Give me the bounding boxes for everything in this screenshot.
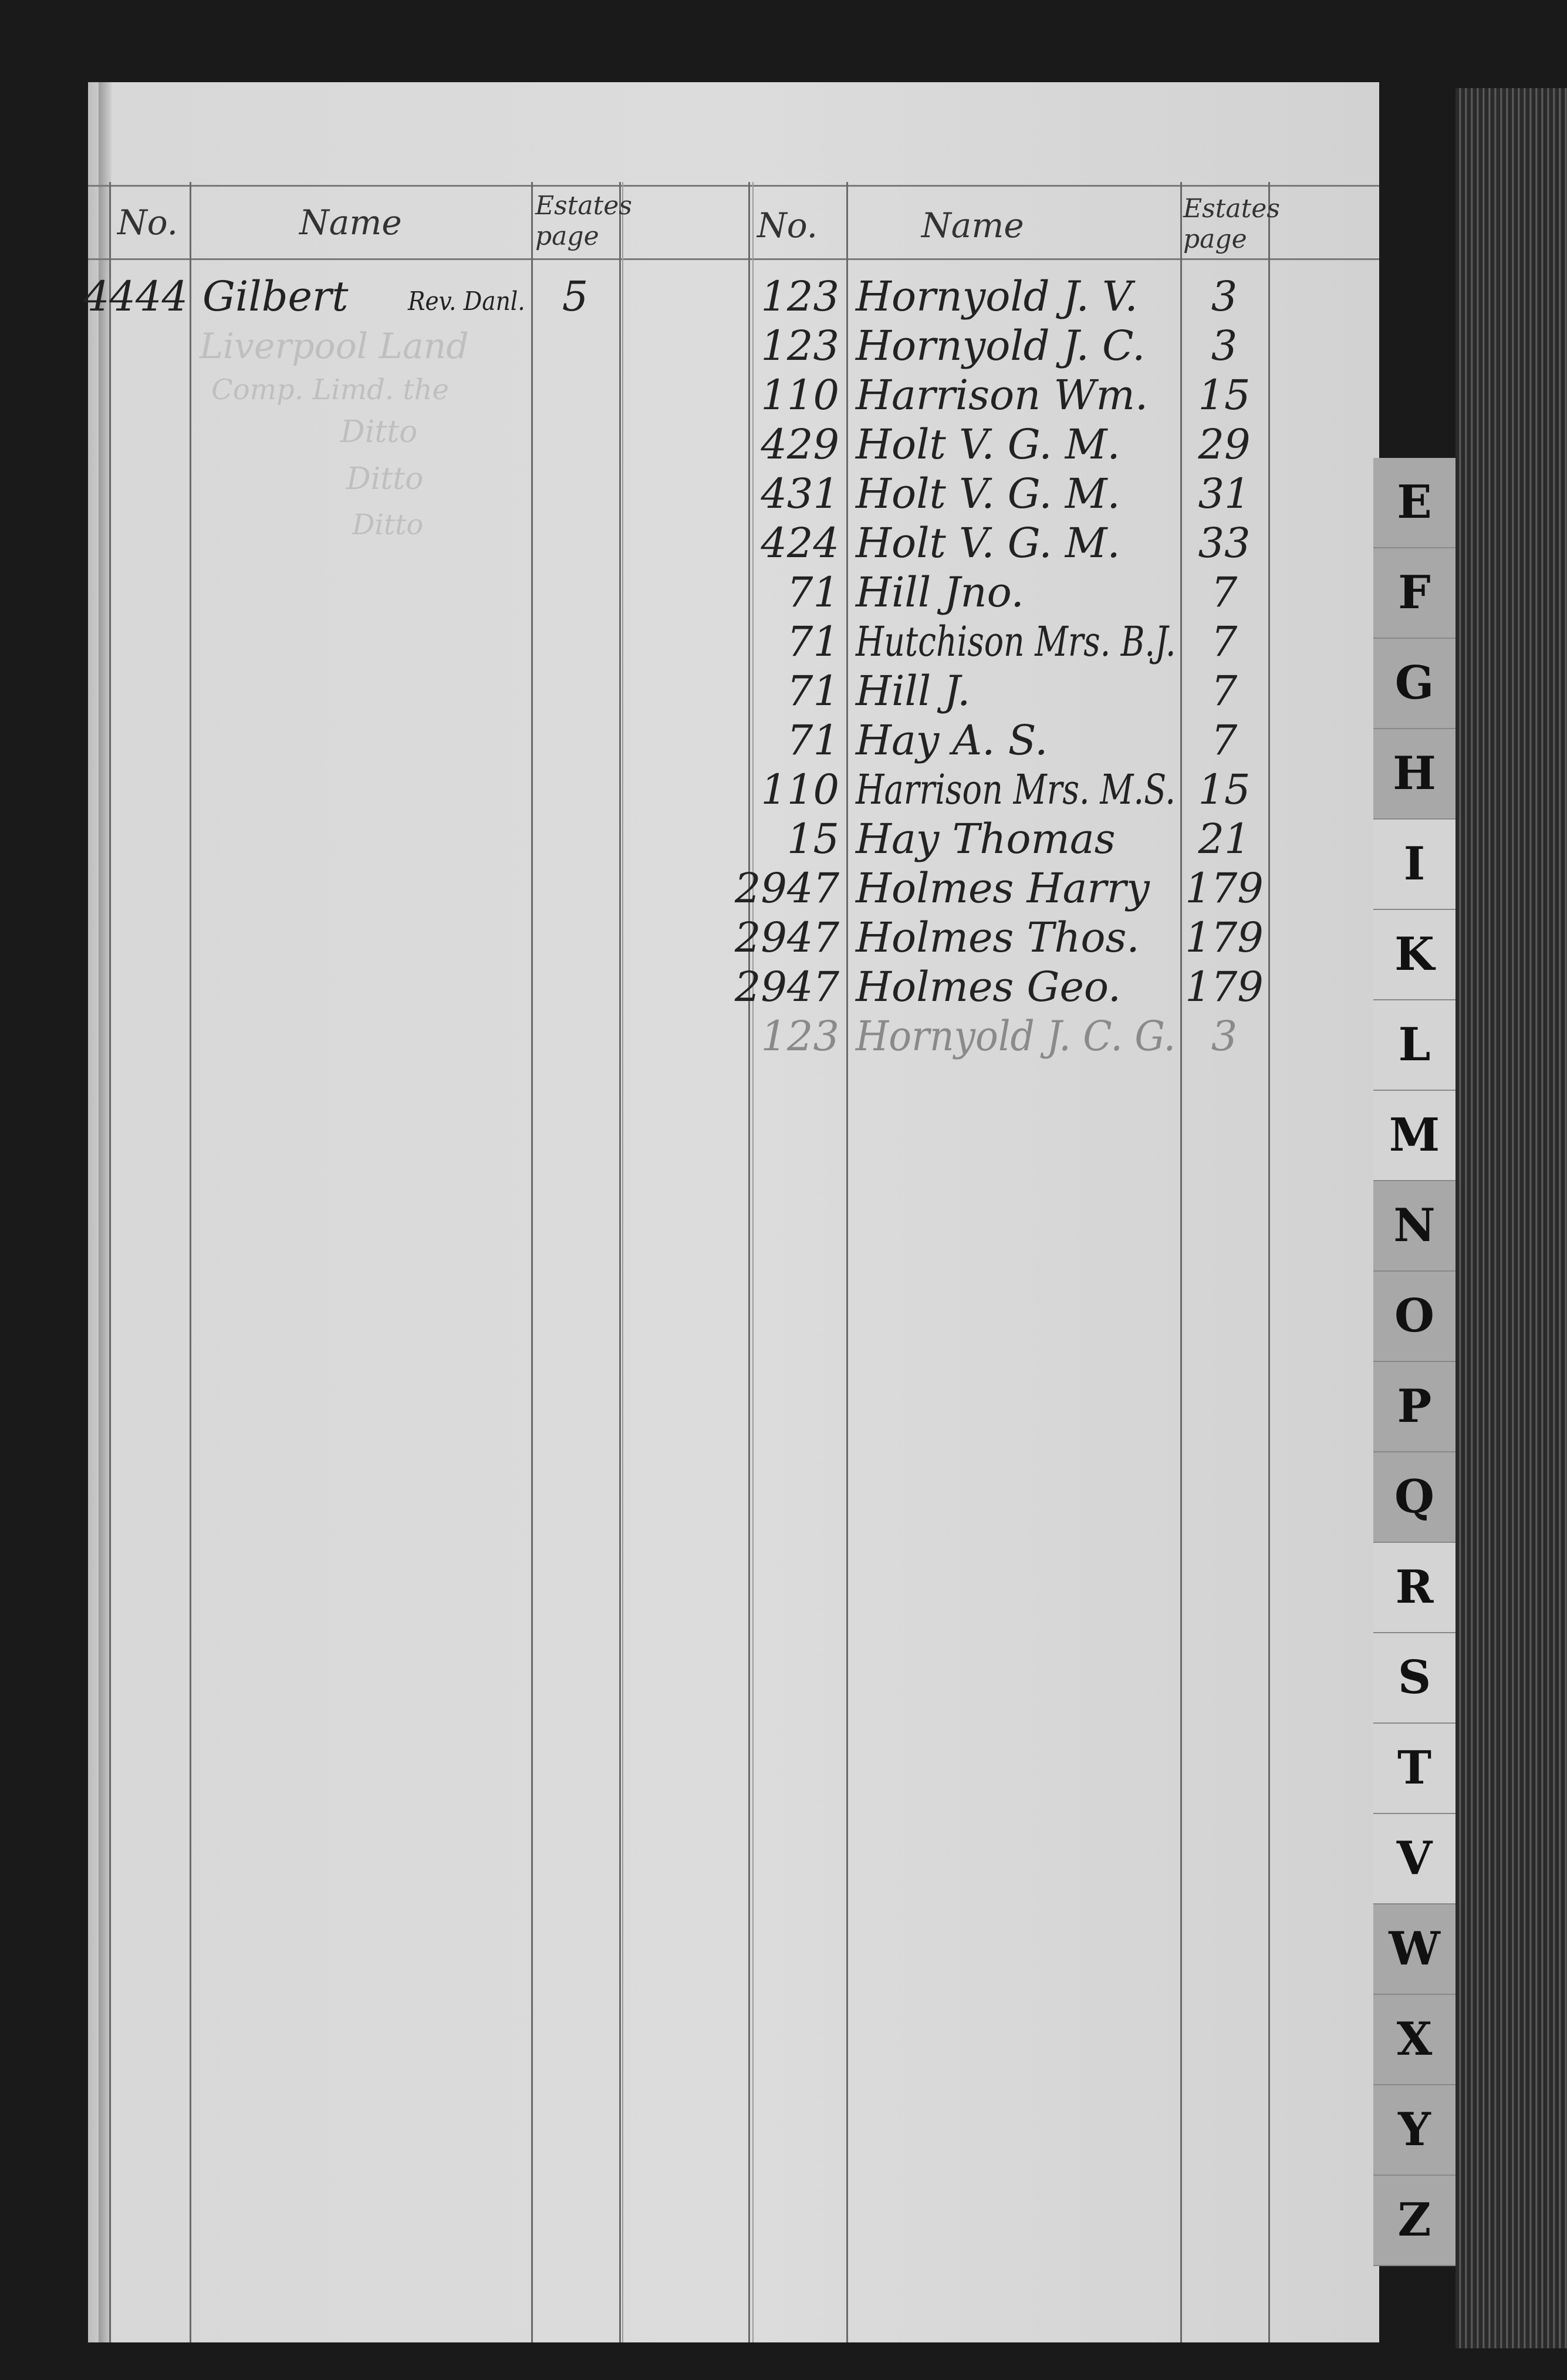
bleed-through-text: Ditto <box>346 461 424 497</box>
entry-no: 2947 <box>734 864 839 912</box>
index-tab-s[interactable]: S <box>1373 1633 1455 1724</box>
column-rule <box>748 182 750 2342</box>
entry-name: Holt V. G. M. <box>856 470 1120 518</box>
entry-name: Holt V. G. M. <box>856 519 1120 567</box>
index-tab-w[interactable]: W <box>1373 1904 1455 1995</box>
entry-no: 424 <box>761 519 839 567</box>
entry-name: Hornyold J. C. G. <box>856 1012 1176 1060</box>
index-tab-h[interactable]: H <box>1373 729 1455 820</box>
column-rule <box>846 182 848 2342</box>
index-tab-e[interactable]: E <box>1373 458 1455 548</box>
column-rule <box>1180 182 1182 2342</box>
entry-no: 71 <box>786 667 839 715</box>
header-bottom-rule <box>88 258 1379 260</box>
entry-no: 110 <box>761 766 839 814</box>
entry-no: 429 <box>761 420 839 468</box>
left-entry-name: Gilbert <box>202 272 349 321</box>
left-entry-no: 4444 <box>83 272 188 321</box>
entry-name: Holmes Thos. <box>856 913 1140 962</box>
index-tab-t[interactable]: T <box>1373 1724 1455 1814</box>
entry-estates-page: 15 <box>1198 371 1251 419</box>
entry-name: Holt V. G. M. <box>856 420 1120 468</box>
entry-no: 2947 <box>734 913 839 962</box>
entry-no: 123 <box>761 1012 839 1060</box>
index-tab-x[interactable]: X <box>1373 1995 1455 2085</box>
entry-estates-page: 33 <box>1198 519 1251 567</box>
entry-name: Hay A. S. <box>856 716 1048 764</box>
column-rule <box>531 182 533 2342</box>
entry-name: Hay Thomas <box>856 815 1116 863</box>
entry-name: Harrison Mrs. M.S. <box>856 766 1176 814</box>
index-tab-f[interactable]: F <box>1373 548 1455 639</box>
right-header-no: No. <box>757 205 818 245</box>
entry-no: 123 <box>761 322 839 370</box>
column-rule <box>619 182 621 2342</box>
column-rule <box>190 182 191 2342</box>
bleed-through-text: Comp. Limd. the <box>211 373 449 406</box>
ledger-page <box>88 82 1379 2342</box>
left-entry-suffix: Rev. Danl. <box>408 286 525 316</box>
entry-estates-page: 179 <box>1185 913 1264 962</box>
index-tab-p[interactable]: P <box>1373 1362 1455 1452</box>
entry-no: 431 <box>761 470 839 518</box>
index-tab-i[interactable]: I <box>1373 820 1455 910</box>
entry-name: Harrison Wm. <box>856 371 1149 419</box>
entry-estates-page: 7 <box>1211 716 1238 764</box>
entry-estates-page: 179 <box>1185 864 1264 912</box>
index-tab-y[interactable]: Y <box>1373 2085 1455 2176</box>
entry-estates-page: 7 <box>1211 667 1238 715</box>
bleed-through-text: Ditto <box>340 414 418 450</box>
entry-estates-page: 29 <box>1198 420 1251 468</box>
entry-no: 15 <box>786 815 839 863</box>
entry-estates-page: 7 <box>1211 618 1238 666</box>
index-tab-l[interactable]: L <box>1373 1000 1455 1091</box>
entry-no: 71 <box>786 716 839 764</box>
entry-no: 71 <box>786 568 839 616</box>
entry-no: 110 <box>761 371 839 419</box>
right-header-name: Name <box>921 205 1024 245</box>
index-tab-z[interactable]: Z <box>1373 2176 1455 2266</box>
index-tab-m[interactable]: M <box>1373 1091 1455 1181</box>
entry-estates-page: 21 <box>1198 815 1251 863</box>
column-rule <box>1268 182 1270 2342</box>
entry-name: Hutchison Mrs. B.J. <box>856 618 1176 666</box>
entry-estates-page: 3 <box>1211 322 1238 370</box>
right-header-estates-page: Estates page <box>1183 194 1280 254</box>
bleed-through-text: Liverpool Land <box>200 326 469 367</box>
entry-name: Holmes Geo. <box>856 963 1122 1011</box>
entry-estates-page: 3 <box>1211 1012 1238 1060</box>
entry-name: Holmes Harry <box>856 864 1150 912</box>
index-tab-k[interactable]: K <box>1373 910 1455 1000</box>
header-top-rule <box>88 185 1379 187</box>
column-rule <box>622 182 623 2342</box>
column-rule <box>109 182 111 2342</box>
entry-estates-page: 3 <box>1211 272 1238 321</box>
entry-estates-page: 15 <box>1198 766 1251 814</box>
index-tab-g[interactable]: G <box>1373 639 1455 729</box>
entry-no: 71 <box>786 618 839 666</box>
index-tab-v[interactable]: V <box>1373 1814 1455 1904</box>
left-header-name: Name <box>299 203 402 242</box>
bleed-through-text: Ditto <box>352 508 424 541</box>
index-tab-q[interactable]: Q <box>1373 1452 1455 1543</box>
left-header-estates-page: Estates page <box>535 191 632 251</box>
entry-name: Hornyold J. C. <box>856 322 1146 370</box>
column-rule <box>752 182 754 2342</box>
left-entry-page: 5 <box>562 272 589 321</box>
entry-no: 123 <box>761 272 839 321</box>
index-tab-r[interactable]: R <box>1373 1543 1455 1633</box>
page-edges <box>1455 88 1567 2348</box>
page-gutter <box>99 82 112 2342</box>
index-tab-o[interactable]: O <box>1373 1272 1455 1362</box>
left-header-no: No. <box>117 203 178 242</box>
entry-estates-page: 31 <box>1198 470 1251 518</box>
entry-no: 2947 <box>734 963 839 1011</box>
entry-name: Hill J. <box>856 667 971 715</box>
entry-estates-page: 7 <box>1211 568 1238 616</box>
entry-name: Hill Jno. <box>856 568 1024 616</box>
index-tab-n[interactable]: N <box>1373 1181 1455 1272</box>
entry-estates-page: 179 <box>1185 963 1264 1011</box>
entry-name: Hornyold J. V. <box>856 272 1138 321</box>
